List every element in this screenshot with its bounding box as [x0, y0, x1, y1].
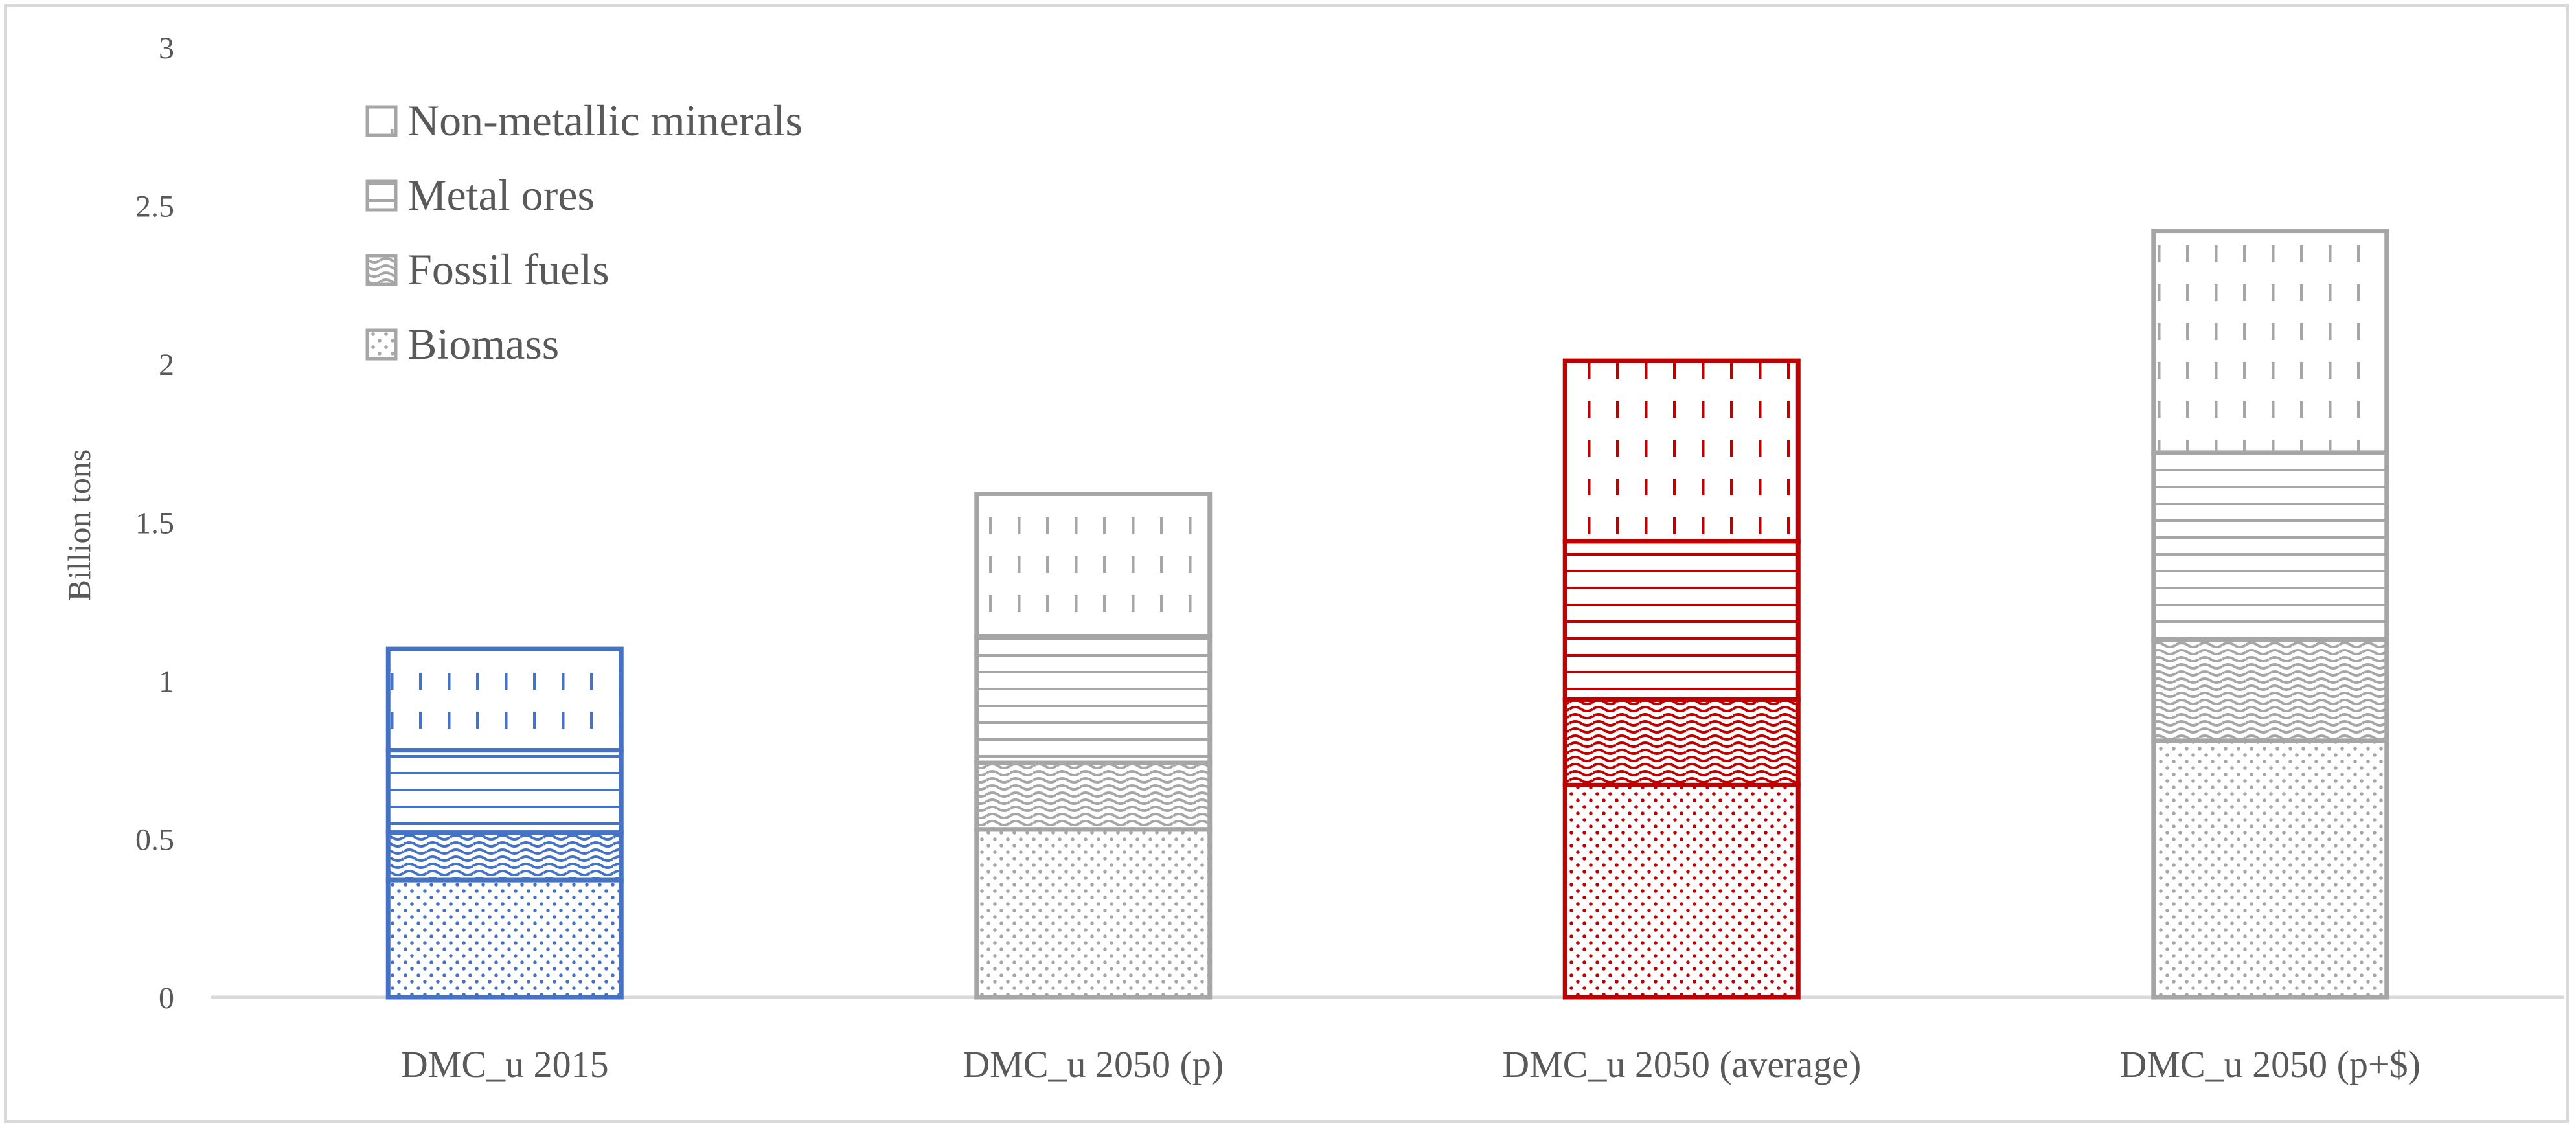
bar-segment-fossil-fuels — [385, 830, 624, 883]
x-tick-label: DMC_u 2050 (p+$) — [2120, 1043, 2421, 1085]
y-tick-label: 3 — [159, 31, 174, 65]
legend-swatch — [365, 254, 398, 286]
x-tick-label: DMC_u 2050 (p) — [963, 1043, 1224, 1085]
y-tick-label: 1 — [159, 664, 174, 699]
legend: Non-metallic minerals Metal ores Fossil fu… — [365, 96, 803, 368]
bar-segment-biomass — [974, 827, 1213, 1000]
bar-segment-fossil-fuels — [2151, 637, 2389, 743]
bar-segment-non-metallic-minerals — [1562, 358, 1801, 544]
y-axis-ticks: 0 0.5 1 1.5 2 2.5 3 — [135, 31, 174, 1015]
chart-frame: 0 0.5 1 1.5 2 2.5 3 DMC_u 2015 DMC_u 2050 (p) DM… — [4, 4, 2569, 1123]
legend-swatch — [365, 105, 398, 137]
bar-segment-biomass — [385, 877, 624, 1000]
bar-segment-fossil-fuels — [1562, 697, 1801, 787]
x-tick-label: DMC_u 2050 (average) — [1502, 1043, 1861, 1085]
bar-segment-metal-ores — [1562, 539, 1801, 702]
legend-label: Non-metallic minerals — [407, 96, 803, 145]
bar-segment-non-metallic-minerals — [974, 491, 1213, 639]
y-axis-label: Billion tons — [61, 449, 97, 602]
legend-label: Metal ores — [407, 170, 595, 220]
bars-group — [385, 229, 2389, 1000]
y-tick-label: 0.5 — [135, 823, 174, 857]
bar-segment-fossil-fuels — [974, 760, 1213, 832]
stacked-bar-chart: 00.511.522.53 DMC_u 2015 DMC_u 2050 (p) DM… — [61, 31, 2564, 1085]
bar-segment-non-metallic-minerals — [2151, 229, 2389, 455]
legend-swatch — [365, 179, 398, 212]
legend-label: Biomass — [407, 319, 559, 368]
x-tick-label: DMC_u 2015 — [401, 1043, 609, 1085]
bar-segment-biomass — [1562, 782, 1801, 1000]
y-tick-label: 0 — [159, 981, 174, 1015]
bar-segment-metal-ores — [974, 634, 1213, 765]
bar-segment-metal-ores — [385, 748, 624, 835]
legend-swatch — [365, 328, 398, 361]
y-tick-label: 2.5 — [135, 190, 174, 224]
bar-segment-non-metallic-minerals — [385, 646, 624, 753]
x-axis-tick-labels: DMC_u 2015 DMC_u 2050 (p) DMC_u 2050 (aver… — [401, 1043, 2421, 1085]
legend-label: Fossil fuels — [407, 245, 610, 294]
bar-segment-metal-ores — [2151, 450, 2389, 642]
y-tick-label: 1.5 — [135, 506, 174, 541]
bar-segment-biomass — [2151, 738, 2389, 1000]
y-tick-label: 2 — [159, 348, 174, 382]
